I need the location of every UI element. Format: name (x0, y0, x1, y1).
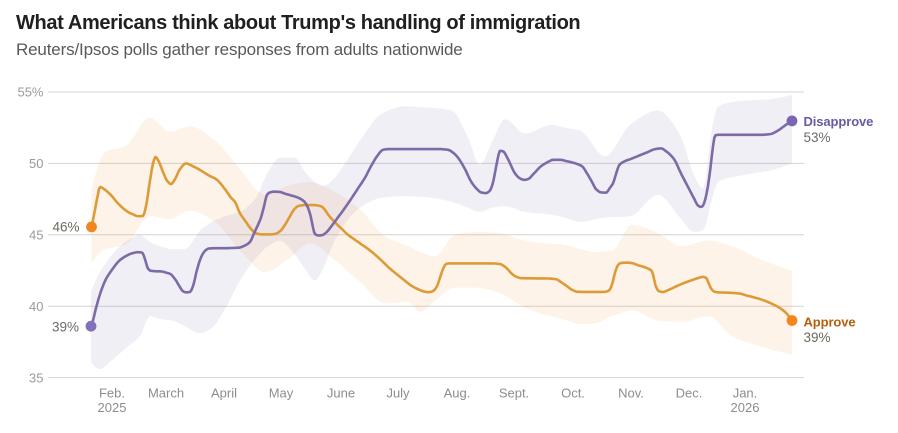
svg-text:July: July (386, 386, 410, 401)
svg-text:Feb.: Feb. (99, 386, 125, 401)
svg-text:39%: 39% (52, 319, 79, 334)
svg-text:Aug.: Aug. (444, 386, 471, 401)
svg-text:What Americans think about Tru: What Americans think about Trump's handl… (16, 12, 580, 34)
svg-text:2026: 2026 (731, 400, 760, 415)
svg-text:Disapprove: Disapprove (804, 114, 874, 129)
svg-text:April: April (211, 386, 237, 401)
svg-text:March: March (148, 386, 184, 401)
svg-text:53%: 53% (804, 130, 831, 145)
svg-text:35: 35 (29, 370, 43, 385)
svg-text:45: 45 (29, 228, 43, 243)
svg-text:40: 40 (29, 299, 43, 314)
svg-text:May: May (269, 386, 294, 401)
svg-text:Nov.: Nov. (618, 386, 644, 401)
svg-text:Dec.: Dec. (676, 386, 703, 401)
svg-text:46%: 46% (52, 220, 79, 235)
svg-text:2025: 2025 (98, 400, 127, 415)
svg-text:Approve: Approve (804, 314, 856, 329)
svg-text:Jan.: Jan. (733, 386, 758, 401)
svg-text:June: June (327, 386, 355, 401)
svg-text:Oct.: Oct. (561, 386, 585, 401)
svg-text:Sept.: Sept. (499, 386, 529, 401)
svg-text:Reuters/Ipsos polls gather res: Reuters/Ipsos polls gather responses fro… (16, 40, 463, 59)
svg-text:55%: 55% (17, 85, 43, 100)
svg-text:50: 50 (29, 156, 43, 171)
svg-text:39%: 39% (804, 330, 831, 345)
